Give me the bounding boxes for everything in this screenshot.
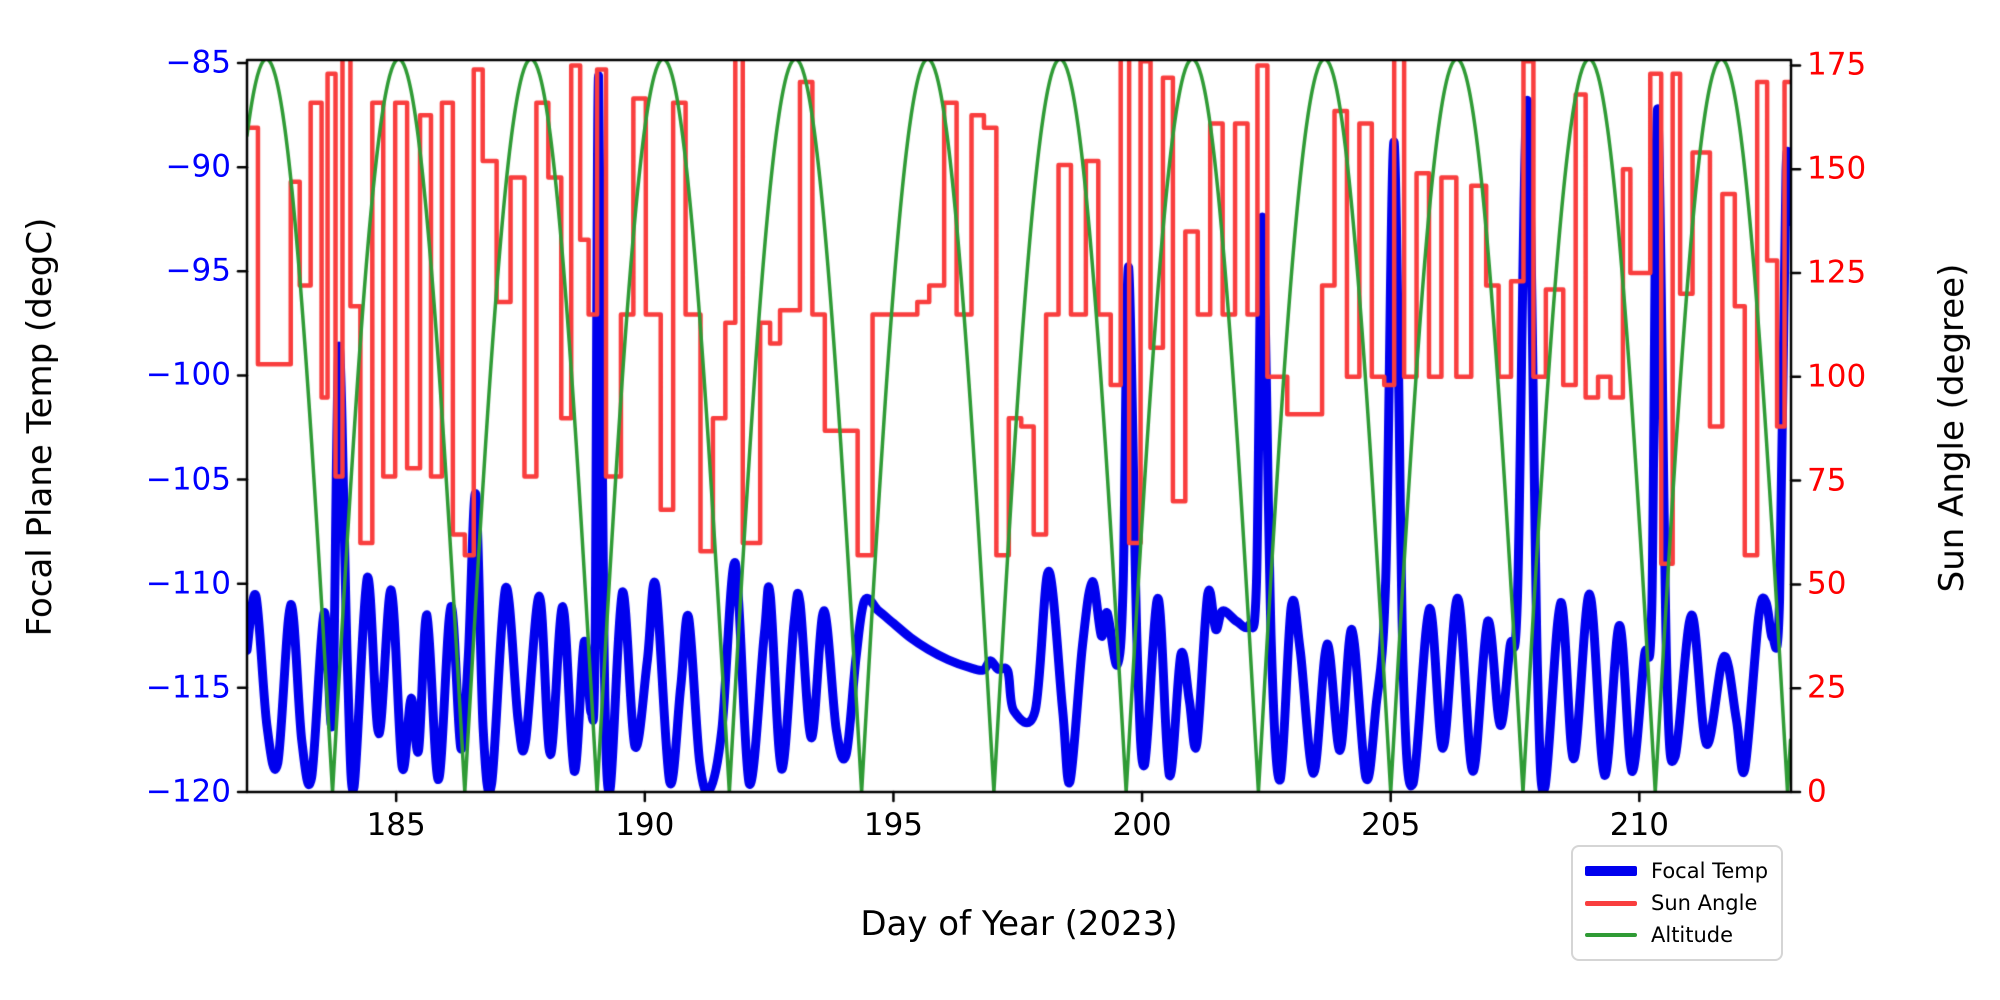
legend-label: Sun Angle [1651,890,1758,915]
x-tick-label: 195 [863,807,924,843]
legend-label: Focal Temp [1651,858,1769,883]
legend-line-sample-focal-temp [1585,866,1637,876]
y-axis-label-right: Sun Angle (degree) [1932,263,1972,593]
y-right-tick-label: 100 [1807,358,1867,395]
legend-line-sample-sun-angle [1585,900,1637,906]
x-tick-label: 210 [1609,807,1669,843]
y-left-tick-label: −95 [165,252,231,289]
y-axis-label-left: Focal Plane Temp (degC) [20,217,60,637]
legend-entry-focal-temp: Focal Temp [1585,858,1769,883]
legend-line-sample-altitude [1585,933,1637,937]
y-right-tick-label: 125 [1807,254,1867,291]
x-tick-label: 205 [1361,807,1421,843]
y-left-tick-label: −120 [145,773,231,810]
x-tick-label: 185 [366,807,426,843]
y-right-tick-label: 150 [1807,150,1867,187]
y-right-tick-label: 0 [1807,773,1827,810]
y-left-tick-label: −115 [145,669,231,706]
x-axis-label: Day of Year (2023) [860,904,1178,944]
legend-entry-sun-angle: Sun Angle [1585,890,1769,915]
x-tick-label: 190 [615,807,675,843]
y-left-tick-label: −110 [145,565,231,602]
y-left-tick-label: −100 [145,356,231,393]
x-tick-label: 200 [1112,807,1172,843]
legend: Focal Temp Sun Angle Altitude [1571,845,1783,961]
y-right-tick-label: 75 [1807,462,1847,499]
y-right-tick-label: 25 [1807,669,1847,706]
y-right-tick-label: 175 [1807,46,1867,83]
legend-entry-altitude: Altitude [1585,922,1769,947]
y-right-tick-label: 50 [1807,565,1847,602]
legend-label: Altitude [1651,922,1734,947]
y-left-tick-label: −85 [165,44,231,81]
y-left-tick-label: −90 [165,148,231,185]
y-left-tick-label: −105 [145,461,231,498]
